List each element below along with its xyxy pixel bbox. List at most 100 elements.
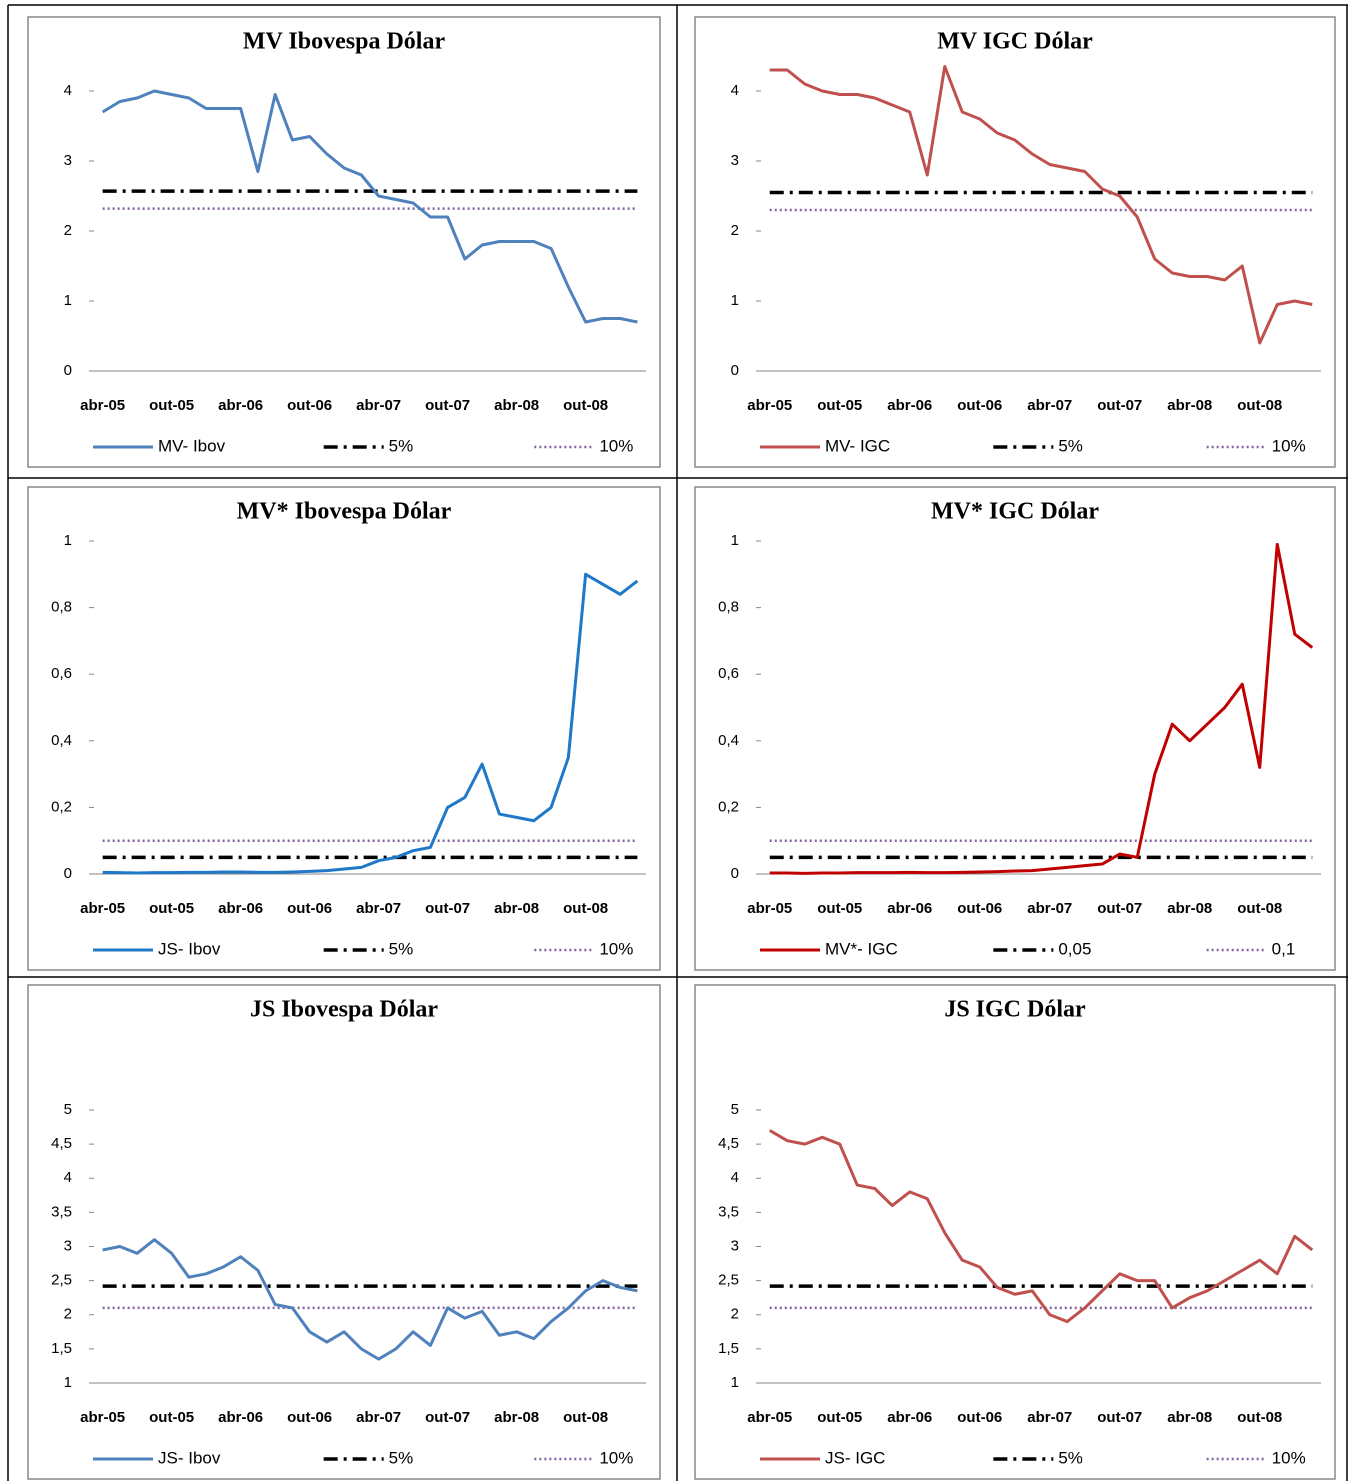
- x-tick-label: abr-08: [494, 1409, 539, 1426]
- chart-frame: [27, 16, 661, 468]
- legend-label: JS- IGC: [825, 1448, 885, 1467]
- y-tick-label: 0: [64, 865, 72, 882]
- chart: MV Ibovespa Dólar 0 1 2 3 4 abr-05 out-05 abr-06…: [27, 16, 661, 468]
- y-tick-label: 0: [731, 362, 739, 379]
- chart-title: JS IGC Dólar: [944, 997, 1086, 1023]
- x-tick-label: abr-07: [1027, 397, 1072, 414]
- y-tick-label: 0: [731, 865, 739, 882]
- x-tick-label: abr-06: [887, 1409, 932, 1426]
- legend-label: JS- Ibov: [158, 939, 221, 958]
- y-tick-label: 1: [64, 292, 72, 309]
- x-tick-label: out-08: [1237, 1409, 1282, 1426]
- x-tick-label: out-08: [563, 900, 608, 917]
- x-tick-label: out-07: [1097, 900, 1142, 917]
- x-tick-label: out-06: [287, 1409, 332, 1426]
- legend-label: 5%: [389, 1448, 414, 1467]
- y-tick-label: 3: [64, 1237, 72, 1254]
- x-tick-label: abr-07: [356, 397, 401, 414]
- x-tick-label: out-06: [287, 397, 332, 414]
- y-tick-label: 0,4: [718, 732, 739, 749]
- x-tick-label: out-06: [957, 397, 1002, 414]
- x-tick-label: abr-06: [218, 1409, 263, 1426]
- y-tick-label: 1: [731, 532, 739, 549]
- y-tick-label: 1: [64, 532, 72, 549]
- x-tick-label: out-08: [1237, 900, 1282, 917]
- y-tick-label: 2: [64, 222, 72, 239]
- series-line: [102, 572, 639, 875]
- y-tick-label: 2,5: [51, 1272, 72, 1289]
- table-border: [7, 4, 1348, 1481]
- y-tick-label: 5: [64, 1101, 72, 1118]
- legend-label: 10%: [599, 436, 633, 455]
- legend-label: MV- Ibov: [158, 436, 226, 455]
- x-tick-label: abr-08: [1167, 900, 1212, 917]
- x-tick-label: abr-08: [1167, 1409, 1212, 1426]
- y-tick-label: 4,5: [51, 1135, 72, 1152]
- y-tick-label: 3,5: [718, 1203, 739, 1220]
- y-tick-label: 3: [64, 152, 72, 169]
- legend-label: 10%: [1272, 1448, 1306, 1467]
- legend-label: 5%: [389, 436, 414, 455]
- x-tick-label: abr-07: [1027, 900, 1072, 917]
- legend-label: 10%: [599, 939, 633, 958]
- legend-label: 0,1: [1272, 939, 1296, 958]
- chart: JS IGC Dólar 1 1,5 2 2,5 3 3,5 4 4,5 5 abr-05 out-0…: [694, 984, 1336, 1480]
- x-tick-label: abr-06: [887, 397, 932, 414]
- chart-title: MV* Ibovespa Dólar: [237, 499, 452, 525]
- legend-label: 5%: [1058, 1448, 1083, 1467]
- x-tick-label: abr-05: [747, 1409, 792, 1426]
- y-tick-label: 1,5: [51, 1340, 72, 1357]
- x-tick-label: abr-07: [356, 1409, 401, 1426]
- series-line: [768, 1129, 1314, 1324]
- x-tick-label: out-08: [563, 397, 608, 414]
- chart-frame: [27, 486, 661, 971]
- legend-label: MV*- IGC: [825, 939, 898, 958]
- y-tick-label: 0,2: [718, 798, 739, 815]
- chart-title: MV IGC Dólar: [937, 29, 1093, 55]
- legend-label: 5%: [389, 939, 414, 958]
- chart: MV IGC Dólar 0 1 2 3 4 abr-05 out-05 abr-06 out-0…: [694, 16, 1336, 468]
- y-tick-label: 3,5: [51, 1203, 72, 1220]
- x-tick-label: out-07: [425, 397, 470, 414]
- x-tick-label: abr-07: [1027, 1409, 1072, 1426]
- x-tick-label: out-06: [287, 900, 332, 917]
- chart-frame: [694, 486, 1336, 971]
- x-tick-label: out-05: [817, 900, 862, 917]
- y-tick-label: 4: [731, 1169, 739, 1186]
- x-tick-label: abr-06: [887, 900, 932, 917]
- x-tick-label: out-07: [1097, 1409, 1142, 1426]
- y-tick-label: 0: [64, 362, 72, 379]
- x-tick-label: abr-05: [747, 900, 792, 917]
- x-tick-label: abr-08: [494, 900, 539, 917]
- series-line: [769, 65, 1313, 345]
- x-tick-label: out-06: [957, 900, 1002, 917]
- legend-label: 0,05: [1058, 939, 1091, 958]
- chart-title: MV Ibovespa Dólar: [243, 29, 446, 55]
- x-tick-label: abr-07: [356, 900, 401, 917]
- x-tick-label: abr-08: [1167, 397, 1212, 414]
- y-tick-label: 0,6: [51, 665, 72, 682]
- y-tick-label: 0,2: [51, 798, 72, 815]
- chart: JS Ibovespa Dólar 1 1,5 2 2,5 3 3,5 4 4,5 5 abr-05…: [27, 984, 661, 1480]
- x-tick-label: out-07: [425, 1409, 470, 1426]
- y-tick-label: 5: [731, 1101, 739, 1118]
- y-tick-label: 4: [64, 82, 72, 99]
- series-line: [102, 1238, 638, 1361]
- y-tick-label: 4,5: [718, 1135, 739, 1152]
- y-tick-label: 3: [731, 1237, 739, 1254]
- chart-title: JS Ibovespa Dólar: [250, 997, 438, 1023]
- x-tick-label: out-08: [1237, 397, 1282, 414]
- x-tick-label: abr-06: [218, 900, 263, 917]
- legend-label: 10%: [599, 1448, 633, 1467]
- y-tick-label: 1: [731, 1374, 739, 1391]
- y-tick-label: 1: [64, 1374, 72, 1391]
- chart-frame: [694, 984, 1336, 1480]
- x-tick-label: abr-05: [80, 397, 125, 414]
- chart: MV* Ibovespa Dólar 0 0,2 0,4 0,6 0,8 1 abr-05 ou…: [27, 486, 661, 971]
- chart-title: MV* IGC Dólar: [931, 499, 1099, 525]
- x-tick-label: out-05: [149, 397, 194, 414]
- x-tick-label: out-05: [149, 1409, 194, 1426]
- x-tick-label: out-07: [1097, 397, 1142, 414]
- x-tick-label: abr-06: [218, 397, 263, 414]
